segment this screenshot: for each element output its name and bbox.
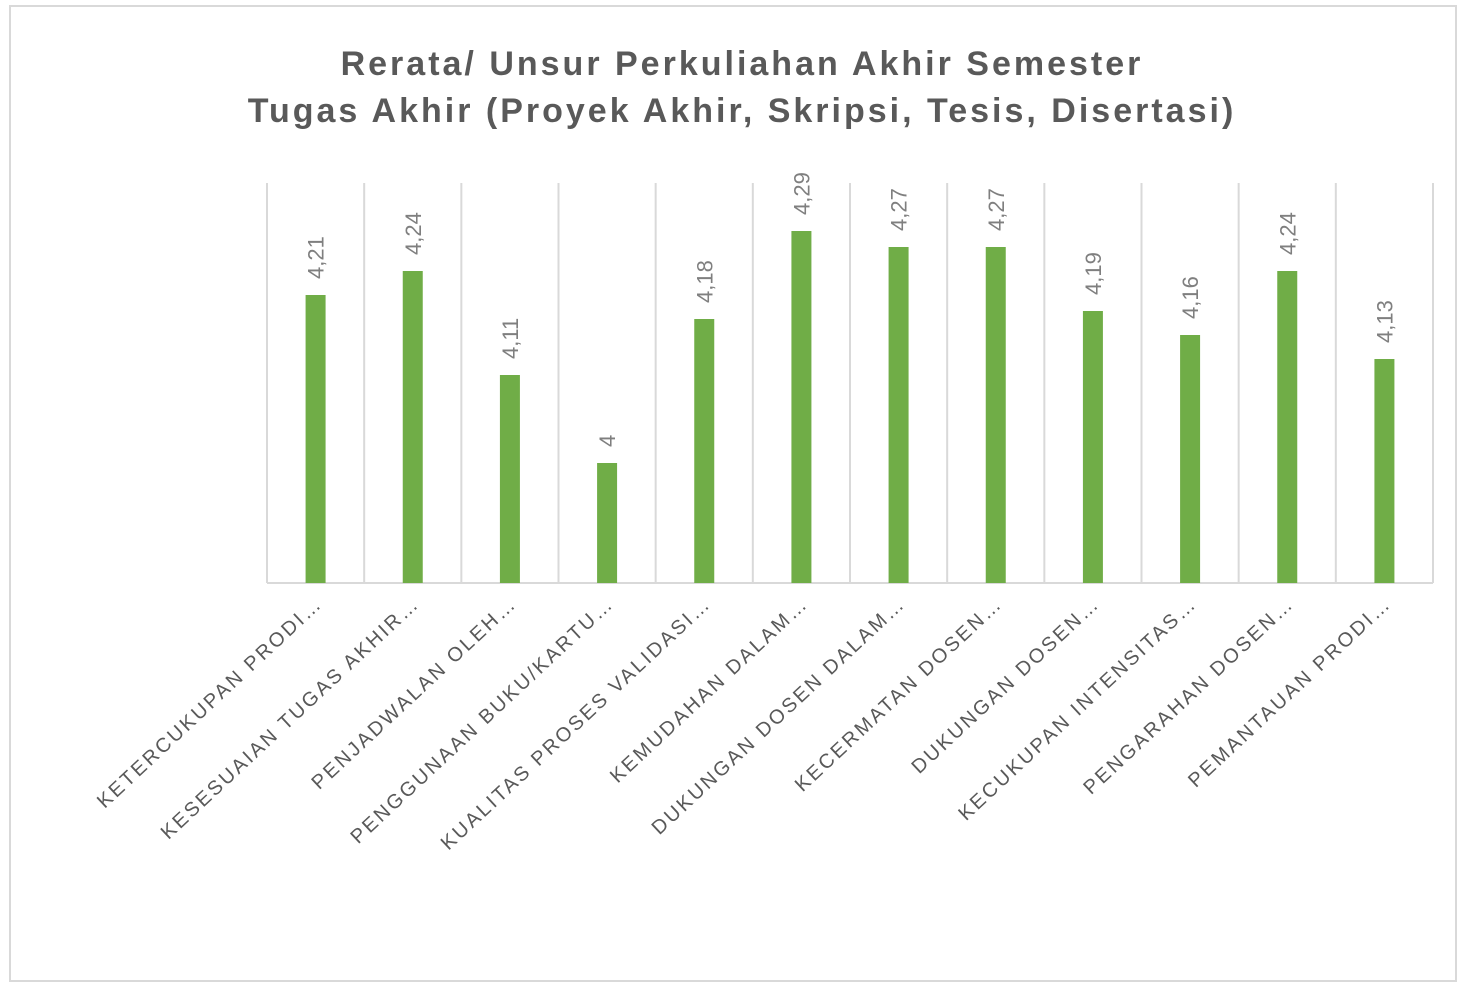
data-label: 4,19 [1081, 252, 1106, 295]
data-label: 4,27 [984, 188, 1009, 231]
data-label: 4,21 [304, 236, 329, 279]
data-label: 4,27 [887, 188, 912, 231]
data-label: 4,16 [1178, 276, 1203, 319]
data-label: 4,24 [1275, 212, 1300, 255]
bar [402, 271, 423, 583]
bar [499, 375, 520, 583]
data-label: 4,24 [401, 212, 426, 255]
data-label: 4,29 [789, 172, 814, 215]
chart-frame [9, 5, 1457, 982]
bar [1180, 335, 1201, 583]
bar [1374, 359, 1395, 583]
chart-title: Rerata/ Unsur Perkuliahan Akhir Semester [341, 45, 1144, 83]
bar [985, 247, 1006, 583]
data-label: 4,11 [498, 318, 523, 359]
data-label: 4,18 [692, 260, 717, 303]
bar [888, 247, 909, 583]
bar [1277, 271, 1298, 583]
bar [694, 319, 715, 583]
bar [791, 231, 812, 583]
bar [305, 295, 326, 583]
bar [1082, 311, 1103, 583]
data-label: 4 [595, 435, 620, 447]
chart-title: Tugas Akhir (Proyek Akhir, Skripsi, Tesi… [248, 92, 1237, 130]
bar [597, 463, 618, 583]
data-label: 4,13 [1372, 300, 1397, 343]
